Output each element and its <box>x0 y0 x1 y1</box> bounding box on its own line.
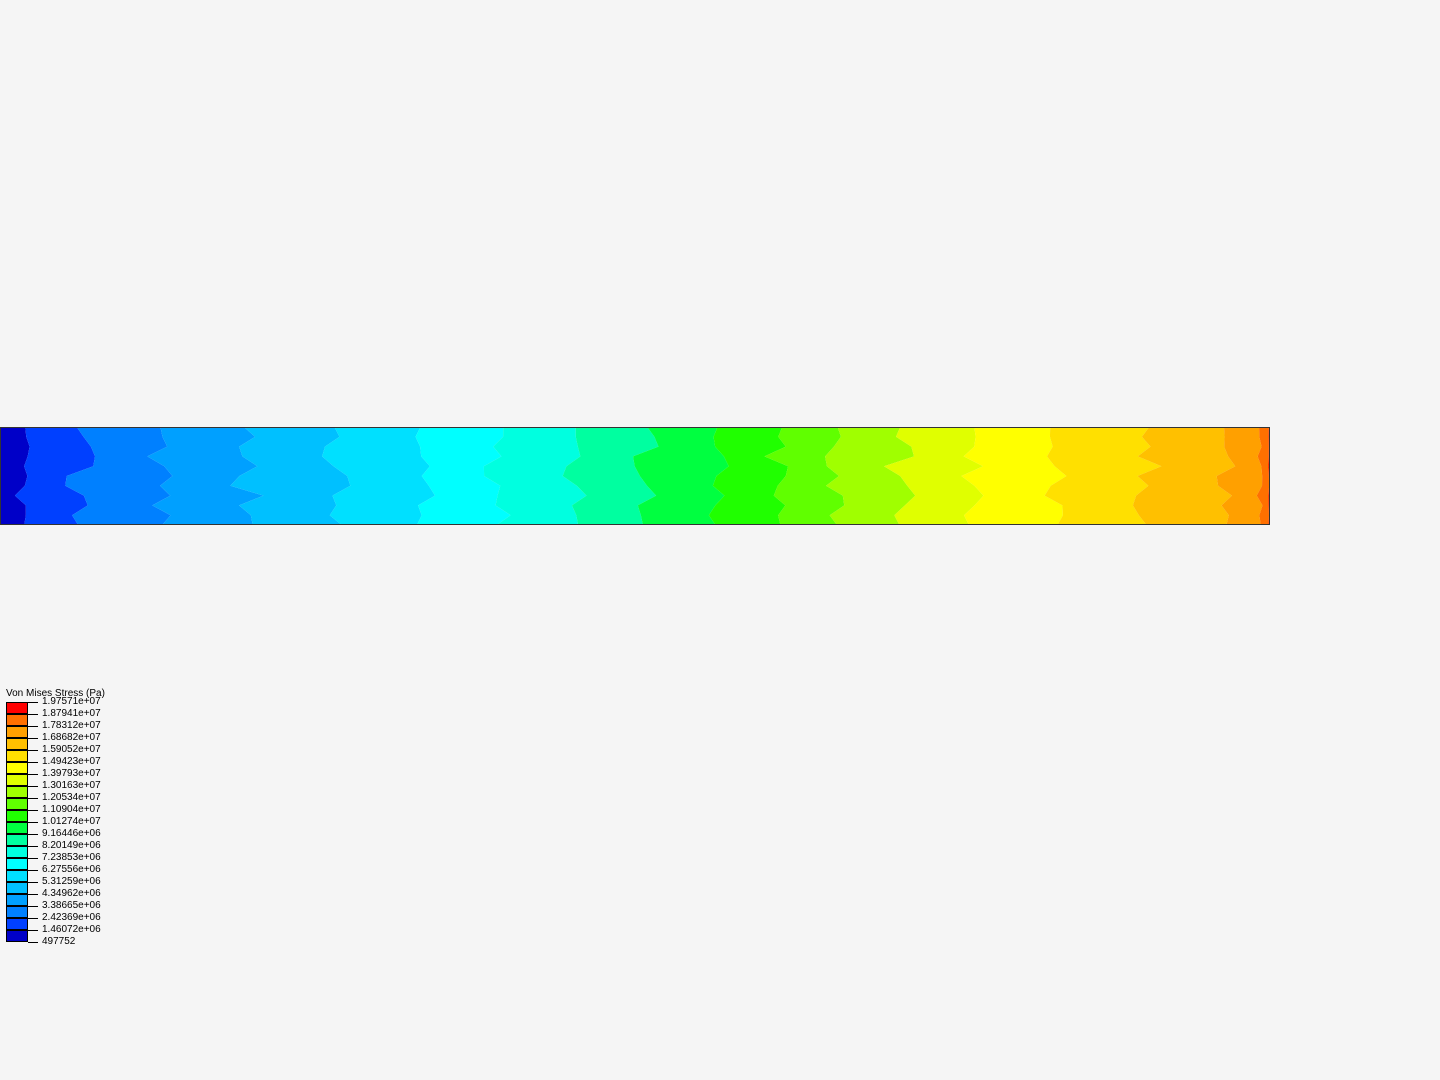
legend-tick <box>28 918 38 919</box>
legend-body: 1.97571e+071.87941e+071.78312e+071.68682… <box>6 702 166 942</box>
legend-tick-label: 1.01274e+07 <box>42 817 101 827</box>
legend-swatch <box>6 870 28 882</box>
legend-tick <box>28 858 38 859</box>
legend-swatch <box>6 798 28 810</box>
legend-tick <box>28 786 38 787</box>
legend-tick <box>28 846 38 847</box>
legend-tick-label: 1.68682e+07 <box>42 733 101 743</box>
legend-tick-label: 1.39793e+07 <box>42 769 101 779</box>
legend-tick <box>28 762 38 763</box>
contour-band <box>709 427 788 525</box>
legend-tick <box>28 942 38 943</box>
contour-band <box>0 427 30 525</box>
legend-swatch <box>6 882 28 894</box>
legend-tick <box>28 822 38 823</box>
legend-tick-label: 3.38665e+06 <box>42 901 101 911</box>
legend-tick-label: 1.97571e+07 <box>42 697 101 707</box>
legend-swatch <box>6 906 28 918</box>
legend-swatch <box>6 762 28 774</box>
legend-tick-label: 1.30163e+07 <box>42 781 101 791</box>
legend-tick <box>28 714 38 715</box>
color-legend: Von Mises Stress (Pa) 1.97571e+071.87941… <box>6 688 166 942</box>
legend-tick-label: 1.78312e+07 <box>42 721 101 731</box>
legend-swatch <box>6 810 28 822</box>
legend-swatch <box>6 750 28 762</box>
legend-swatch <box>6 738 28 750</box>
legend-swatch <box>6 726 28 738</box>
legend-tick <box>28 774 38 775</box>
legend-tick <box>28 702 38 703</box>
legend-tick-label: 1.59052e+07 <box>42 745 101 755</box>
legend-swatch <box>6 834 28 846</box>
contour-band <box>961 427 1066 525</box>
legend-swatch <box>6 918 28 930</box>
legend-tick-label: 8.20149e+06 <box>42 841 101 851</box>
legend-swatch <box>6 822 28 834</box>
stress-contour-plot <box>0 427 1270 525</box>
legend-swatch <box>6 894 28 906</box>
legend-tick <box>28 870 38 871</box>
legend-tick <box>28 882 38 883</box>
legend-tick-label: 1.10904e+07 <box>42 805 101 815</box>
legend-tick <box>28 810 38 811</box>
legend-tick <box>28 930 38 931</box>
legend-swatch <box>6 930 28 942</box>
legend-tick-label: 1.87941e+07 <box>42 709 101 719</box>
legend-tick <box>28 750 38 751</box>
legend-tick <box>28 798 38 799</box>
legend-tick <box>28 738 38 739</box>
legend-tick-label: 497752 <box>42 937 75 947</box>
legend-tick-label: 1.20534e+07 <box>42 793 101 803</box>
legend-swatch <box>6 714 28 726</box>
legend-tick <box>28 906 38 907</box>
legend-swatch <box>6 846 28 858</box>
legend-tick-label: 2.42369e+06 <box>42 913 101 923</box>
legend-swatch <box>6 786 28 798</box>
legend-tick <box>28 894 38 895</box>
legend-tick-label: 7.23853e+06 <box>42 853 101 863</box>
legend-tick <box>28 726 38 727</box>
legend-tick-label: 6.27556e+06 <box>42 865 101 875</box>
legend-swatch <box>6 774 28 786</box>
legend-tick-label: 1.49423e+07 <box>42 757 101 767</box>
legend-tick-label: 1.46072e+06 <box>42 925 101 935</box>
legend-swatch <box>6 858 28 870</box>
legend-tick-label: 4.34962e+06 <box>42 889 101 899</box>
legend-tick-label: 5.31259e+06 <box>42 877 101 887</box>
legend-swatch <box>6 702 28 714</box>
legend-tick <box>28 834 38 835</box>
legend-tick-label: 9.16446e+06 <box>42 829 101 839</box>
